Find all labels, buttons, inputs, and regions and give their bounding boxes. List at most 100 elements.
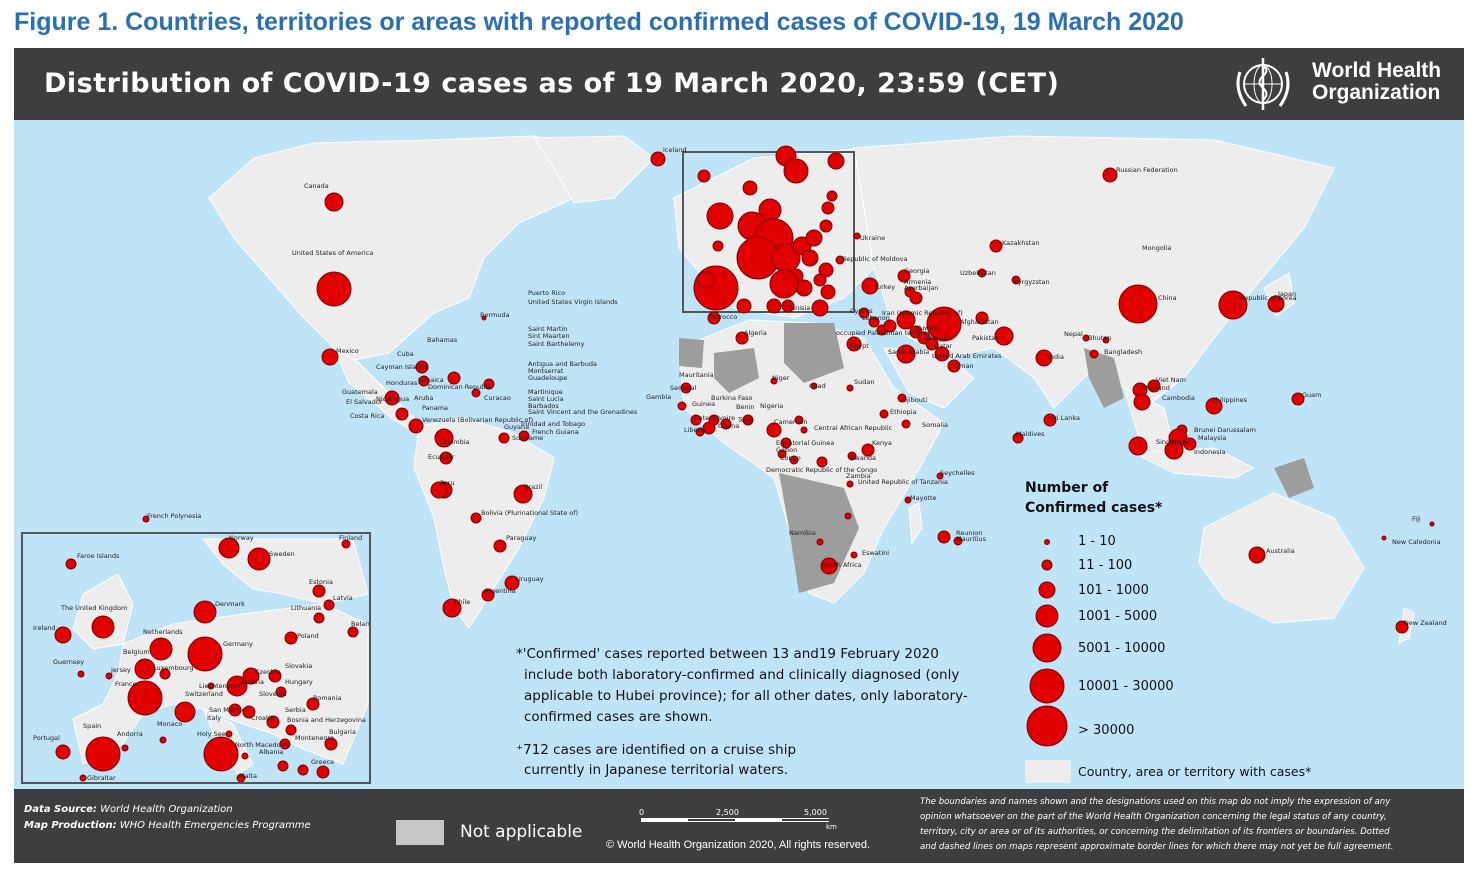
inset-label: San Marino: [209, 706, 245, 714]
case-bubble: [896, 310, 916, 330]
inset-label: The United Kingdom: [60, 604, 127, 612]
map-label: Saint Barthelemy: [528, 340, 585, 348]
map-label: Colombia: [439, 438, 470, 446]
inset-bubble: [312, 584, 326, 598]
case-bubble: [780, 437, 792, 449]
map-label: Barbados: [528, 402, 559, 410]
case-bubble: [408, 418, 424, 434]
not-applicable-area: [1274, 458, 1314, 498]
inset-label: Romania: [313, 694, 341, 702]
inset-label: Montenegro: [295, 734, 334, 742]
case-bubble: [1089, 349, 1099, 359]
case-bubble: [518, 430, 530, 442]
inset-bubble: [79, 774, 87, 782]
caption-line-4: confirmed cases are shown.: [524, 709, 713, 725]
inset-bubble: [207, 682, 215, 690]
case-bubble: [847, 451, 857, 461]
map-label: Bolivia (Plurinational State of): [481, 509, 578, 517]
map-label: Niger: [772, 374, 790, 382]
map-label: Fiji: [1412, 515, 1421, 523]
inset-bubble: [203, 736, 239, 772]
inset-bubble: [225, 730, 233, 738]
map-label: Sint Maarten: [528, 332, 570, 340]
legend-bubble-7: [1026, 705, 1068, 747]
map-label: Ecuador: [428, 453, 455, 461]
legend-label-3: 101 - 1000: [1078, 583, 1149, 598]
case-bubble: [861, 277, 879, 295]
case-bubble: [415, 360, 429, 374]
scale-2: 5,000: [804, 808, 827, 817]
inset-bubble: [91, 615, 115, 639]
land-south-america: [413, 417, 555, 629]
legend-bubble-4: [1035, 604, 1059, 628]
case-bubble: [801, 249, 819, 267]
case-bubble: [820, 284, 836, 300]
map-label: United Arab Emirates: [932, 352, 1002, 360]
inset-label: Hungary: [285, 678, 313, 686]
case-bubble: [770, 377, 778, 385]
case-bubble: [925, 337, 939, 351]
caption-line-2: include both laboratory-confirmed and cl…: [524, 667, 960, 683]
map-label: Tunisia: [787, 304, 810, 312]
case-bubble: [498, 432, 510, 444]
case-bubble: [481, 588, 495, 602]
map-label: Trinidad and Tobago: [519, 420, 585, 428]
case-bubble: [447, 371, 461, 385]
case-bubble: [800, 426, 808, 434]
land-greenland: [533, 135, 655, 204]
map-label: Morocco: [710, 313, 737, 321]
europe-zoom-frame: [682, 151, 855, 313]
inset-label: Netherlands: [143, 628, 183, 636]
map-label: Cote d'Ivoire: [694, 414, 735, 422]
inset-bubble: [347, 626, 359, 638]
disclaimer: The boundaries and names shown and the d…: [920, 797, 1394, 852]
case-bubble: [142, 515, 150, 523]
map-label: Guam: [1302, 391, 1321, 399]
case-bubble: [826, 190, 838, 202]
map-label: Mongolia: [1142, 244, 1171, 252]
case-bubble: [1102, 336, 1110, 344]
case-bubble: [712, 240, 724, 252]
map-label: Iran (Islamic Republic of): [882, 309, 963, 317]
inset-label: Estonia: [309, 578, 333, 586]
map-label: French Polynesia: [147, 512, 201, 520]
case-bubble: [868, 316, 880, 328]
caption-line-1: *'Confirmed' cases reported between 13 a…: [516, 646, 939, 662]
scale-unit: km: [826, 823, 837, 831]
map-label: Martinique: [528, 388, 563, 396]
legend-label-1: 1 - 10: [1078, 534, 1116, 549]
case-bubble: [810, 382, 818, 390]
map-label: Turkey: [873, 283, 895, 291]
case-bubble: [1011, 275, 1021, 285]
case-bubble: [1291, 392, 1305, 406]
not-applicable-area: [784, 323, 844, 383]
case-bubble: [481, 315, 487, 321]
map-label: Sudan: [854, 378, 874, 386]
inset-label: Finland: [339, 534, 362, 542]
case-bubble: [896, 344, 916, 364]
not-applicable-area: [714, 348, 759, 393]
map-label: Viet Nam: [1156, 376, 1186, 384]
map-label: Malaysia: [1198, 434, 1226, 442]
case-bubble: [439, 451, 453, 465]
case-bubble: [706, 202, 734, 230]
case-bubble: [777, 449, 787, 459]
case-bubble: [909, 291, 923, 305]
inset-bubble: [159, 668, 171, 680]
inset-label: Holy See: [197, 730, 226, 738]
inset-label: Faroe Islands: [77, 552, 120, 560]
inset-bubble: [313, 612, 325, 624]
case-bubble: [677, 401, 687, 411]
map-label: China: [1158, 294, 1177, 302]
caption-line-3: applicable to Hubei province); for all o…: [524, 688, 968, 704]
case-bubble: [835, 255, 845, 265]
case-bubble: [1183, 437, 1197, 451]
map-title: Distribution of COVID-19 cases as of 19 …: [44, 68, 1060, 99]
inset-bubble: [284, 631, 298, 645]
map-label: Maldives: [1016, 430, 1045, 438]
map-label: Ukraine: [860, 234, 885, 242]
case-bubble: [879, 409, 889, 419]
map-label: Equatorial Guinea: [776, 439, 834, 447]
case-bubble: [1429, 521, 1435, 527]
